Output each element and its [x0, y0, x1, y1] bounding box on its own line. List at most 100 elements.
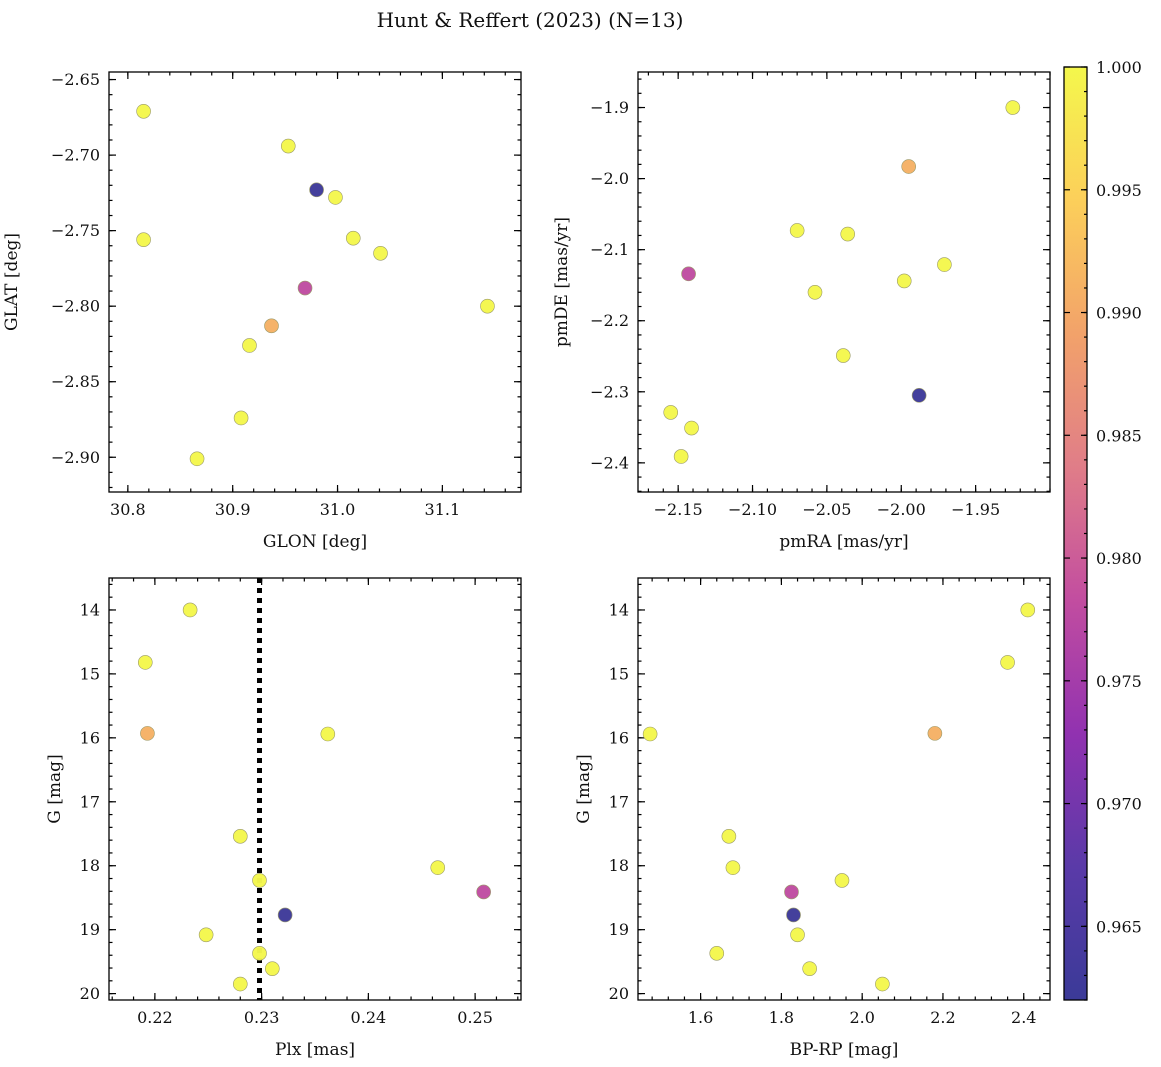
data-point: [182, 602, 198, 618]
data-point: [725, 860, 741, 875]
x-tick-label: 31.1: [425, 500, 461, 519]
y-tick-label: −2.70: [51, 146, 100, 165]
figure-title: Hunt & Reffert (2023) (N=13): [377, 8, 684, 32]
scatter-points: [642, 602, 1036, 992]
data-point: [875, 976, 890, 992]
y-axis-label: G [mag]: [45, 754, 65, 823]
y-tick-label: 16: [609, 728, 629, 747]
data-point: [277, 907, 293, 923]
y-tick-label: 18: [80, 856, 100, 875]
data-point: [280, 138, 296, 154]
ticks: [109, 72, 521, 492]
ticks: [638, 578, 1050, 1000]
y-tick-label: 20: [80, 984, 100, 1003]
colorbar-frame: [1063, 66, 1088, 1001]
y-tick-label: 14: [609, 600, 629, 619]
data-point: [136, 103, 151, 119]
axes-frame: [108, 71, 522, 493]
y-tick-label: −2.65: [51, 70, 100, 89]
data-point: [136, 232, 151, 247]
data-point: [137, 655, 153, 670]
data-point: [790, 927, 805, 943]
data-point: [835, 348, 851, 363]
x-tick-label: −2.05: [802, 500, 851, 519]
y-tick-label: −2.2: [590, 311, 629, 330]
ticks: [638, 72, 1051, 492]
x-tick-label: 1.8: [769, 1008, 794, 1027]
panel-bprp_g: 1.6 1.8 2.0 2.2 2.4 14 15 16 17 18 19 20 BP-RP [mag]…: [574, 577, 1051, 1060]
colorbar-gradient: [1064, 67, 1087, 1000]
colorbar-tick-label: 0.975: [1096, 672, 1142, 691]
data-point: [789, 223, 805, 238]
data-point: [673, 449, 689, 464]
y-axis-label: GLAT [deg]: [2, 233, 22, 331]
panel-plx_g: 0.22 0.23 0.24 0.25 14 15 16 17 18 19 20 Plx [mas] G…: [45, 577, 522, 1060]
y-tick-label: 18: [609, 856, 629, 875]
data-point: [480, 298, 495, 314]
y-axis-label: G [mag]: [574, 754, 594, 823]
data-point: [1000, 655, 1015, 670]
y-axis-label: pmDE [mas/yr]: [552, 217, 572, 347]
x-axis-label: pmRA [mas/yr]: [779, 532, 908, 552]
y-tick-label: −2.0: [590, 169, 629, 188]
x-tick-label: −2.10: [728, 500, 777, 519]
y-tick-label: 17: [80, 792, 100, 811]
data-point: [476, 884, 491, 900]
y-tick-label: 14: [80, 600, 100, 619]
data-point: [896, 273, 912, 289]
y-tick-label: −2.90: [51, 448, 100, 467]
data-point: [198, 927, 214, 943]
data-point: [430, 860, 446, 875]
axes-frame: [108, 577, 522, 1001]
data-point: [684, 420, 699, 436]
data-point: [840, 226, 856, 242]
data-point: [297, 280, 313, 296]
data-point: [721, 829, 737, 844]
x-tick-label: 30.9: [215, 500, 251, 519]
x-axis-label: Plx [mas]: [275, 1040, 355, 1060]
data-point: [252, 946, 267, 961]
data-point: [320, 726, 336, 742]
data-point: [807, 285, 823, 300]
data-point: [373, 245, 388, 261]
y-tick-label: 16: [80, 728, 100, 747]
data-point: [345, 230, 361, 246]
data-point: [232, 976, 248, 992]
scatter-points: [136, 103, 495, 467]
x-tick-label: −2.00: [877, 500, 926, 519]
y-tick-label: −2.3: [590, 382, 629, 401]
x-tick-label: −1.95: [951, 500, 1000, 519]
y-tick-label: −1.9: [590, 98, 629, 117]
x-tick-label: 2.0: [849, 1008, 874, 1027]
panel-pmra_pmde: −2.15 −2.10 −2.05 −2.00 −1.95 −2.4 −2.3 −2.2 −2.…: [552, 71, 1051, 552]
x-axis-label: GLON [deg]: [263, 532, 367, 552]
data-point: [265, 961, 280, 976]
x-tick-label: −2.15: [654, 500, 703, 519]
colorbar-tick-label: 1.000: [1096, 58, 1142, 77]
x-tick-label: 2.4: [1011, 1008, 1036, 1027]
x-axis-label: BP-RP [mag]: [790, 1040, 899, 1060]
data-point: [642, 726, 658, 742]
axes-frame: [637, 71, 1051, 493]
data-point: [252, 873, 267, 888]
data-point: [786, 907, 801, 923]
colorbar-tick-label: 0.985: [1096, 426, 1142, 445]
data-point: [937, 257, 952, 272]
x-tick-label: 1.6: [688, 1008, 713, 1027]
y-tick-label: 19: [609, 920, 629, 939]
ticks: [109, 578, 521, 1000]
data-point: [140, 726, 155, 741]
y-tick-label: 15: [609, 664, 629, 683]
data-point: [709, 946, 725, 961]
data-point: [1020, 602, 1036, 618]
y-tick-label: −2.4: [590, 453, 629, 472]
x-tick-label: 0.24: [351, 1008, 387, 1027]
y-tick-label: −2.80: [51, 297, 100, 316]
y-tick-label: −2.85: [51, 372, 100, 391]
scatter-points: [137, 602, 491, 992]
data-point: [233, 410, 249, 426]
data-point: [1005, 100, 1021, 115]
data-point: [784, 884, 799, 900]
data-point: [663, 405, 679, 420]
data-point: [681, 266, 696, 282]
